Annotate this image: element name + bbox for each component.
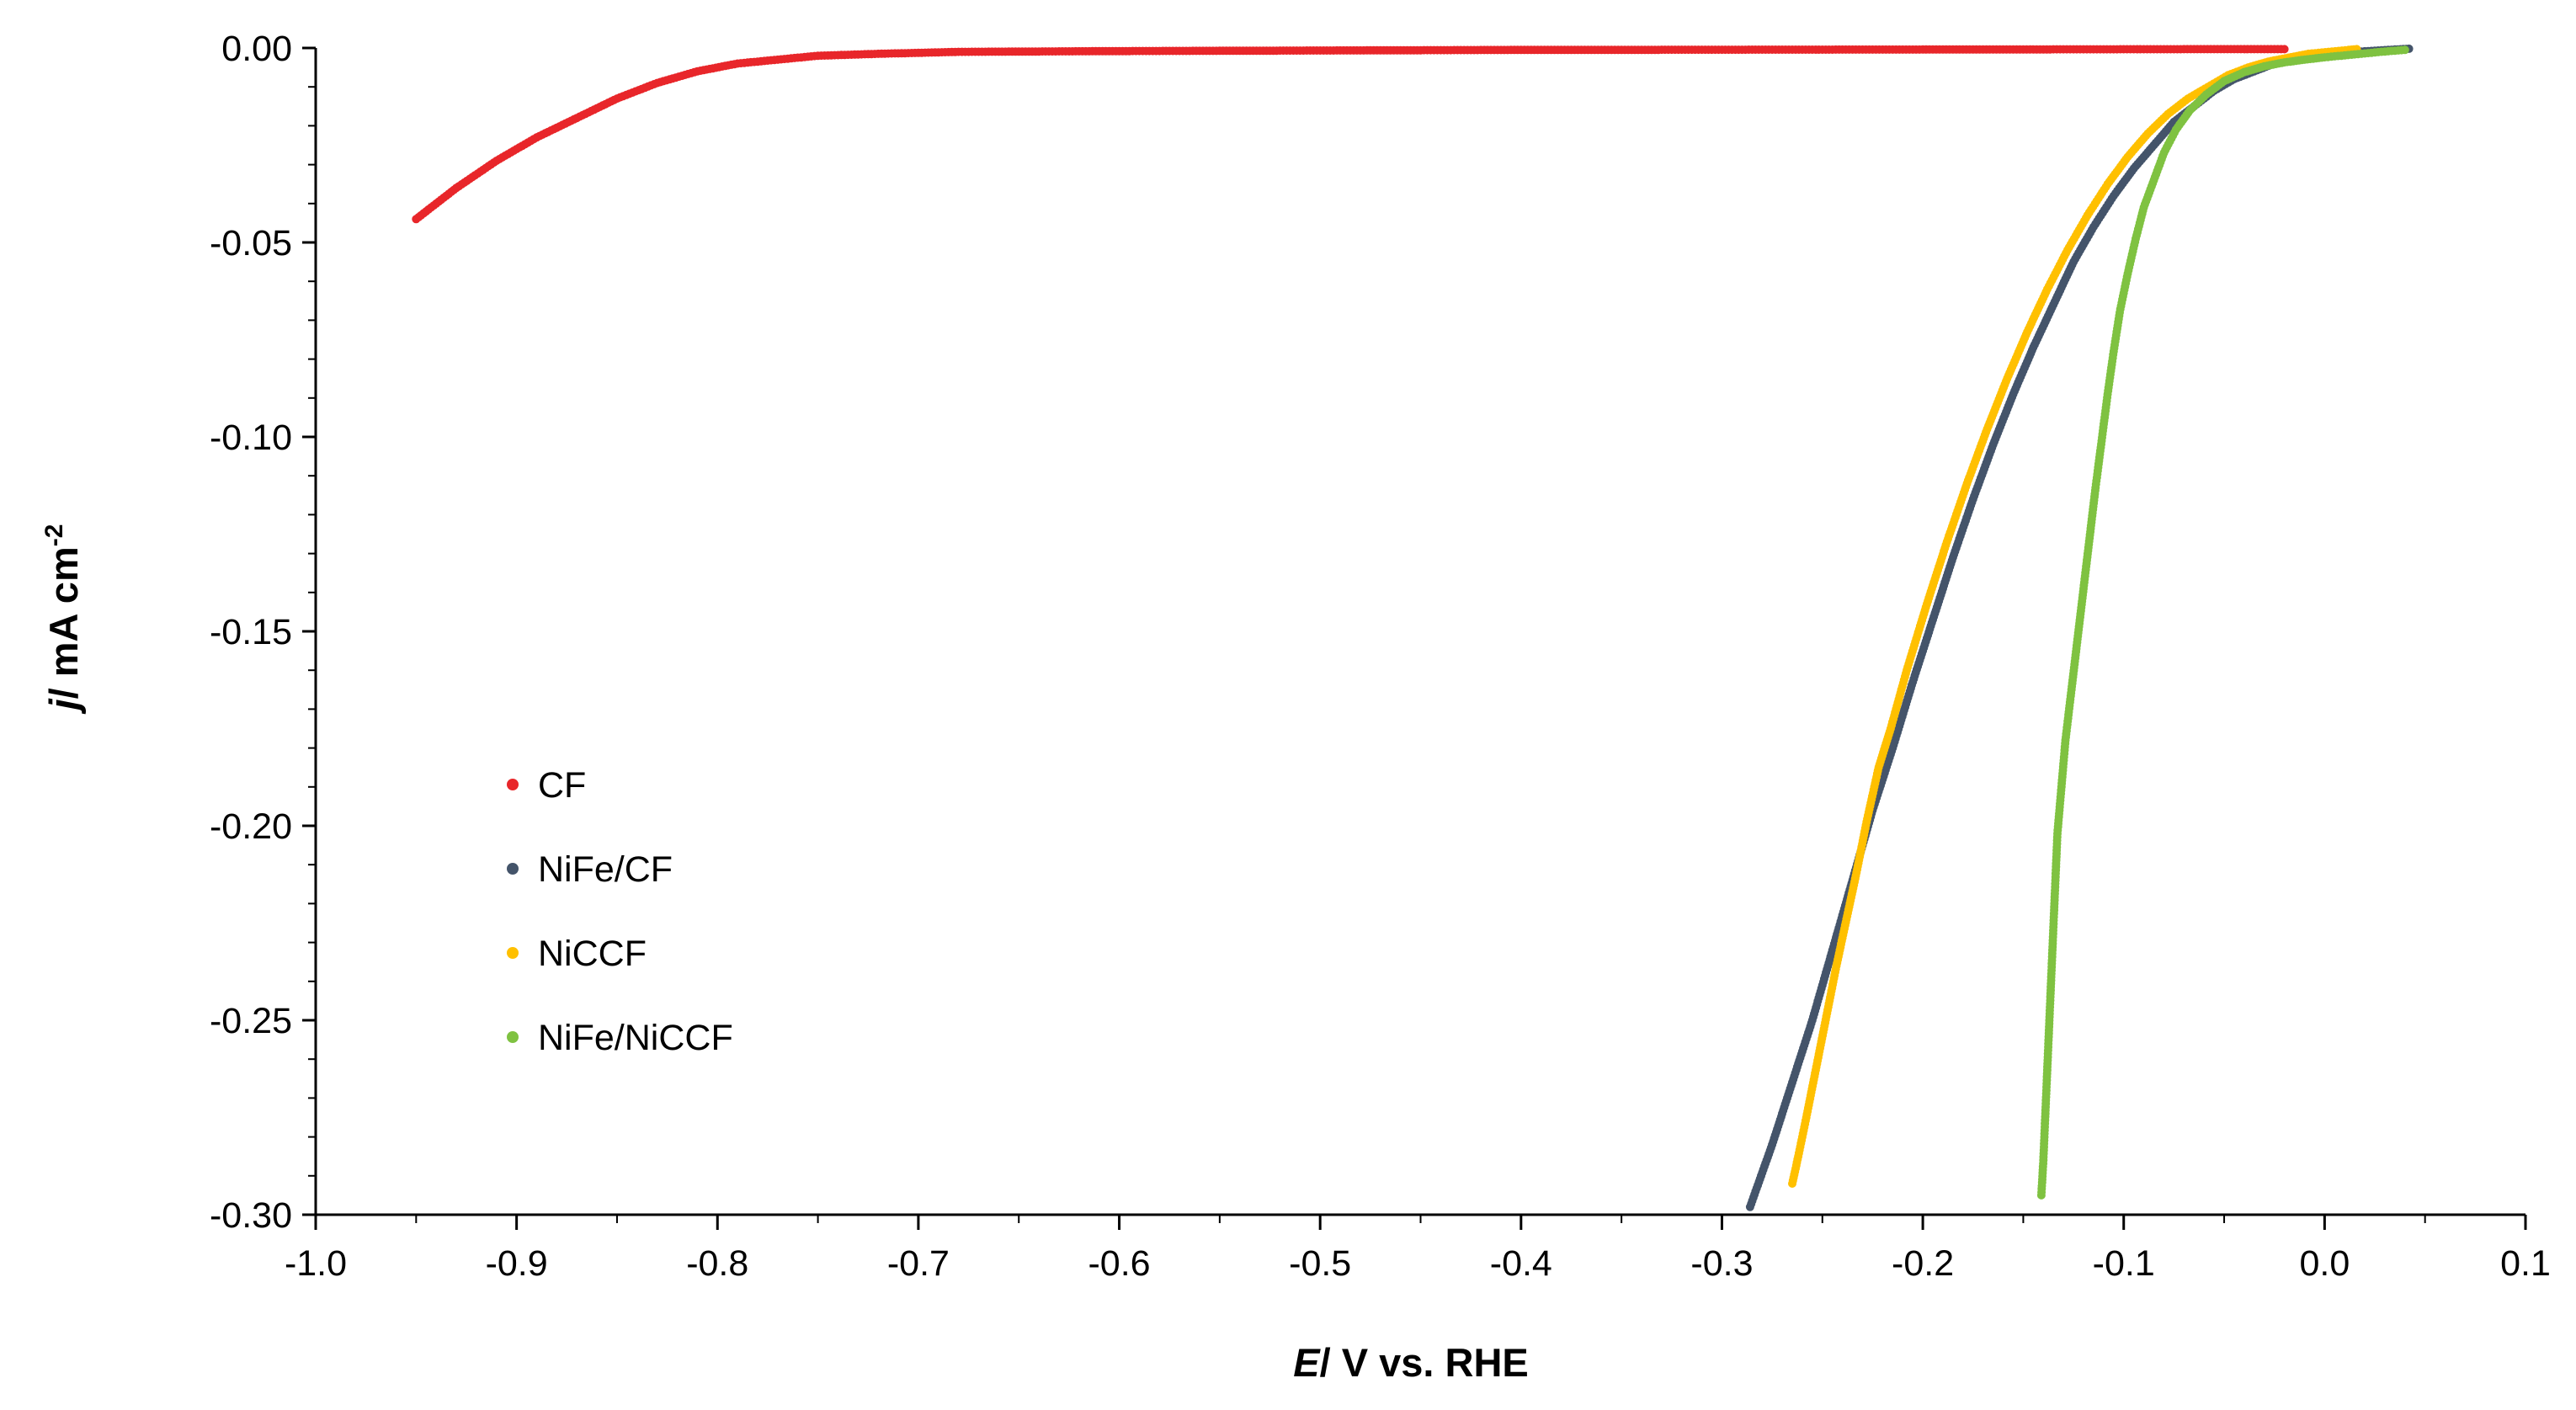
x-tick-label: -0.7 <box>887 1243 950 1284</box>
y-tick-label: -0.05 <box>210 223 292 263</box>
y-tick-label: -0.15 <box>210 612 292 652</box>
y-axis-title-rest: / mA cm <box>41 546 86 699</box>
legend: CF NiFe/CF NiCCF NiFe/NiCCF <box>507 765 733 1058</box>
data-point <box>2400 45 2409 55</box>
x-tick-label: -0.4 <box>1490 1243 1552 1284</box>
x-axis-title-rest: / V vs. RHE <box>1320 1340 1529 1385</box>
y-tick-label: -0.25 <box>210 1001 292 1041</box>
x-tick-label: -0.2 <box>1892 1243 1954 1284</box>
x-tick-label: 0.1 <box>2500 1243 2551 1284</box>
y-tick-label: -0.10 <box>210 418 292 458</box>
legend-label-nife-niccf: NiFe/NiCCF <box>538 1018 733 1058</box>
legend-marker-cf <box>507 779 519 790</box>
series-nife-niccf <box>2036 45 2409 1200</box>
legend-marker-nife-niccf <box>507 1031 519 1043</box>
legend-label-nife-cf: NiFe/CF <box>538 849 673 890</box>
x-tick-label: 0.0 <box>2299 1243 2350 1284</box>
y-tick-label: -0.20 <box>210 806 292 847</box>
axes-layer: -1.0 -0.9 -0.8 -0.7 -0.6 -0.5 -0.4 -0.3 -0.2 -0.1… <box>210 29 2551 1284</box>
x-axis-title-italic: E <box>1293 1340 1321 1385</box>
legend-label-niccf: NiCCF <box>538 934 647 974</box>
x-tick-label: -0.8 <box>686 1243 748 1284</box>
x-tick-label: -0.1 <box>2093 1243 2155 1284</box>
series-niccf <box>1788 45 2361 1188</box>
y-axis-title: j/ mA cm-2 <box>40 524 86 716</box>
legend-label-cf: CF <box>538 765 586 806</box>
y-tick-label: 0.00 <box>221 29 292 69</box>
y-tick-label: -0.30 <box>210 1195 292 1236</box>
legend-marker-nife-cf <box>507 863 519 875</box>
x-tick-label: -0.3 <box>1690 1243 1753 1284</box>
x-tick-label: -1.0 <box>285 1243 347 1284</box>
y-axis-title-superscript: -2 <box>40 524 68 547</box>
x-axis-title: E/ V vs. RHE <box>1293 1340 1529 1385</box>
x-tick-label: -0.6 <box>1088 1243 1150 1284</box>
legend-marker-niccf <box>507 947 519 959</box>
data-layer <box>412 44 2414 1211</box>
data-point <box>2280 45 2289 54</box>
x-tick-label: -0.9 <box>486 1243 548 1284</box>
x-tick-label: -0.5 <box>1289 1243 1351 1284</box>
series-cf <box>412 45 2289 224</box>
